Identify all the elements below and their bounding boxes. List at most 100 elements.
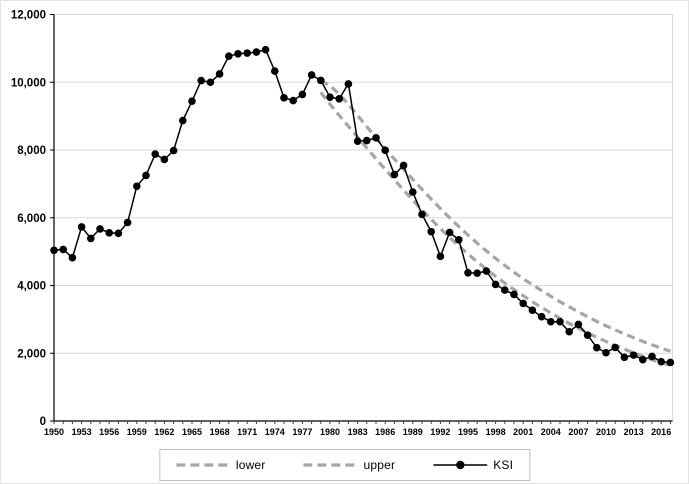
ksi-marker — [317, 76, 325, 85]
y-axis-label: 8,000 — [17, 145, 46, 157]
ksi-marker — [261, 45, 270, 54]
ksi-marker — [409, 188, 417, 196]
upper-dash-sample-icon — [303, 463, 358, 467]
x-axis-label: 1980 — [320, 427, 340, 437]
ksi-marker — [160, 155, 169, 164]
legend-item-lower: lower — [175, 458, 266, 472]
ksi-marker — [326, 93, 334, 101]
x-axis-label: 2016 — [651, 427, 671, 437]
ksi-marker — [225, 52, 233, 60]
x-axis-label: 1974 — [265, 427, 285, 437]
ksi-marker — [243, 49, 251, 57]
ksi-marker — [105, 229, 113, 237]
x-axis-label: 1986 — [375, 427, 395, 437]
ksi-marker — [583, 331, 592, 339]
ksi-marker — [556, 317, 564, 326]
ksi-marker — [234, 49, 242, 58]
ksi-marker — [252, 48, 261, 56]
ksi-marker — [298, 90, 307, 99]
ksi-marker — [179, 116, 187, 125]
ksi-marker — [151, 150, 159, 158]
x-axis-label: 2013 — [624, 427, 644, 437]
legend-label-ksi: KSI — [493, 458, 514, 472]
ksi-marker — [666, 358, 675, 367]
y-axis-label: 0 — [40, 416, 46, 428]
ksi-marker — [372, 134, 380, 142]
ksi-marker — [114, 229, 123, 238]
ksi-marker — [445, 228, 454, 237]
x-axis-label: 1983 — [348, 427, 368, 437]
ksi-marker — [399, 161, 408, 170]
x-axis-label: 1953 — [72, 427, 92, 437]
y-axis-label: 6,000 — [17, 213, 46, 225]
x-axis-label: 2007 — [568, 427, 588, 437]
ksi-marker — [547, 317, 555, 326]
ksi-marker — [574, 320, 583, 329]
ksi-marker — [96, 225, 104, 233]
ksi-marker — [593, 343, 601, 352]
ksi-marker — [510, 290, 518, 299]
ksi-marker — [427, 227, 436, 236]
x-axis-label: 2010 — [596, 427, 616, 437]
ksi-line — [53, 48, 671, 364]
ksi-marker — [528, 306, 537, 315]
ksi-marker — [464, 268, 472, 277]
x-axis-label: 1968 — [210, 427, 230, 437]
ksi-marker — [59, 245, 67, 254]
ksi-marker — [611, 343, 619, 352]
legend-label-lower: lower — [235, 458, 266, 472]
ksi-marker — [87, 234, 95, 243]
x-axis-label: 1977 — [292, 427, 312, 437]
ksi-marker — [436, 252, 445, 261]
y-axis-label: 12,000 — [11, 10, 46, 22]
y-axis-label: 2,000 — [17, 348, 46, 360]
ksi-marker — [519, 299, 527, 308]
ksi-marker — [602, 348, 610, 357]
lower-line — [319, 91, 671, 367]
ksi-marker — [206, 78, 215, 87]
x-axis-label: 1998 — [486, 427, 506, 437]
x-axis-label: 1971 — [237, 427, 257, 437]
x-axis-label: 1995 — [458, 427, 478, 437]
ksi-marker — [68, 253, 77, 262]
ksi-marker — [363, 136, 371, 145]
chart-svg: 0 2,000 4,000 6,000 8,000 10,000 12,000 1950 195… — [11, 10, 675, 437]
ksi-marker — [77, 223, 86, 231]
ksi-marker — [620, 353, 629, 362]
x-axis-label: 1950 — [44, 427, 64, 437]
x-axis-label: 2001 — [513, 427, 533, 437]
ksi-marker — [142, 171, 150, 180]
ksi-marker — [169, 146, 178, 155]
ksi-marker — [215, 70, 224, 78]
ksi-marker — [482, 267, 491, 275]
legend-label-upper: upper — [363, 458, 396, 472]
ksi-marker — [491, 280, 500, 289]
x-axis-label: 1992 — [430, 427, 450, 437]
x-axis-label: 1965 — [182, 427, 202, 437]
chart-legend: lower upper KSI — [158, 449, 531, 481]
ksi-marker — [133, 182, 141, 191]
ksi-marker — [657, 357, 665, 366]
ksi-marker — [390, 170, 399, 179]
ksi-marker — [537, 312, 546, 321]
ksi-marker — [501, 286, 509, 294]
x-axis-label: 1962 — [154, 427, 174, 437]
legend-item-upper: upper — [303, 458, 396, 472]
ksi-marker — [197, 76, 205, 85]
ksi-marker — [639, 355, 647, 364]
ksi-marker — [455, 235, 463, 244]
ksi-marker — [50, 246, 58, 255]
legend-item-ksi: KSI — [433, 458, 513, 472]
ksi-marker — [648, 352, 656, 361]
x-axis-label: 2004 — [541, 427, 561, 437]
x-axis-label: 1989 — [403, 427, 423, 437]
ksi-marker — [123, 218, 132, 227]
ksi-marker — [280, 94, 288, 102]
ksi-line-sample-icon — [433, 460, 488, 470]
ksi-marker — [565, 327, 573, 336]
ksi-marker — [473, 269, 482, 277]
y-axis-label: 4,000 — [17, 281, 46, 293]
ksi-marker — [353, 137, 362, 145]
ksi-marker — [335, 95, 344, 103]
